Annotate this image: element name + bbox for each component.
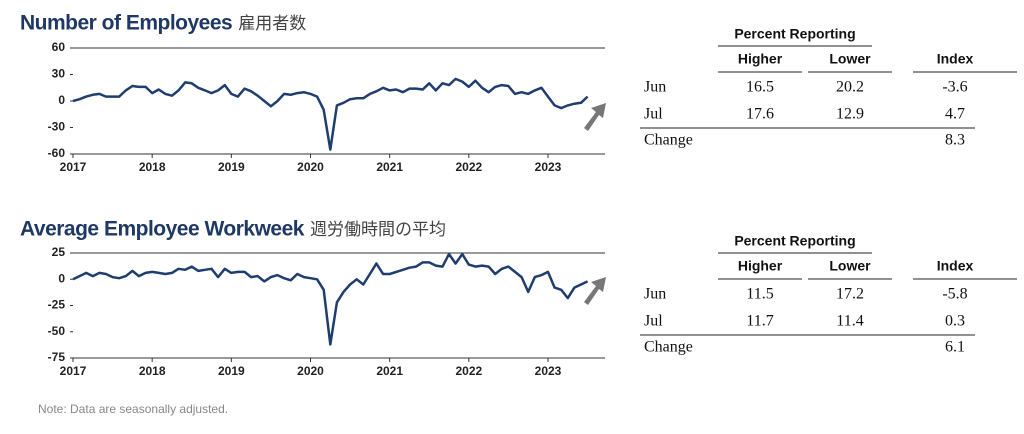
- x-tick-label: 2020: [297, 160, 324, 174]
- x-tick-label: 2023: [535, 364, 562, 378]
- x-tick-label: 2019: [218, 364, 245, 378]
- x-tick-label: 2018: [139, 364, 166, 378]
- y-tick-label: 30: [52, 67, 66, 81]
- trend-arrow: [584, 277, 606, 305]
- row-label: Jul: [644, 106, 663, 123]
- x-tick-label: 2017: [60, 364, 87, 378]
- cell: 11.4: [836, 313, 863, 330]
- y-tick-label: 0: [58, 93, 65, 107]
- column-header: Lower: [829, 258, 871, 274]
- row-label: Change: [644, 339, 693, 356]
- cell: 17.2: [836, 286, 864, 303]
- cell: 4.7: [945, 106, 965, 123]
- chart-title: Number of Employees: [20, 12, 232, 35]
- cell: 0.3: [945, 313, 965, 330]
- note: Note: Data are seasonally adjusted.: [38, 402, 228, 416]
- cell: 11.7: [746, 313, 773, 330]
- x-tick-label: 2018: [139, 160, 166, 174]
- group-header: Percent Reporting: [734, 26, 855, 42]
- row-label: Jul: [644, 313, 663, 330]
- y-tick-label: -30: [48, 120, 66, 134]
- row-label: Jun: [644, 79, 666, 96]
- chart-title-ja: 週労働時間の平均: [310, 220, 446, 240]
- data-line: [72, 77, 589, 151]
- row-label: Change: [644, 132, 693, 149]
- x-tick-label: 2017: [60, 160, 87, 174]
- row-label: Jun: [644, 286, 666, 303]
- cell: 8.3: [945, 132, 965, 149]
- cell: -3.6: [942, 79, 967, 96]
- column-header: Index: [937, 51, 974, 67]
- column-header: Lower: [829, 51, 871, 67]
- group-header: Percent Reporting: [734, 233, 855, 249]
- y-tick-label: -50: [48, 324, 66, 338]
- y-tick-label: -75: [48, 350, 66, 364]
- x-tick-label: 2022: [455, 160, 482, 174]
- x-tick-label: 2019: [218, 160, 245, 174]
- trend-arrow: [584, 103, 606, 131]
- x-tick-label: 2023: [535, 160, 562, 174]
- y-tick-label: -60: [48, 146, 66, 160]
- cell: 6.1: [945, 339, 965, 356]
- chart-title: Average Employee Workweek: [20, 218, 305, 241]
- y-tick-label: 60: [52, 40, 66, 54]
- cell: -5.8: [942, 286, 967, 303]
- column-header: Higher: [738, 258, 783, 274]
- chart-title-ja: 雇用者数: [238, 14, 306, 34]
- cell: 11.5: [746, 286, 773, 303]
- x-tick-label: 2021: [376, 160, 403, 174]
- y-tick-label: 0: [58, 271, 65, 285]
- y-tick-label: -25: [48, 298, 66, 312]
- cell: 20.2: [836, 79, 864, 96]
- cell: 12.9: [836, 106, 864, 123]
- x-tick-label: 2022: [455, 364, 482, 378]
- cell: 17.6: [746, 106, 774, 123]
- cell: 16.5: [746, 79, 774, 96]
- x-tick-label: 2021: [376, 364, 403, 378]
- data-line: [72, 252, 589, 346]
- x-tick-label: 2020: [297, 364, 324, 378]
- column-header: Index: [937, 258, 974, 274]
- y-tick-label: 25: [52, 245, 66, 259]
- column-header: Higher: [738, 51, 783, 67]
